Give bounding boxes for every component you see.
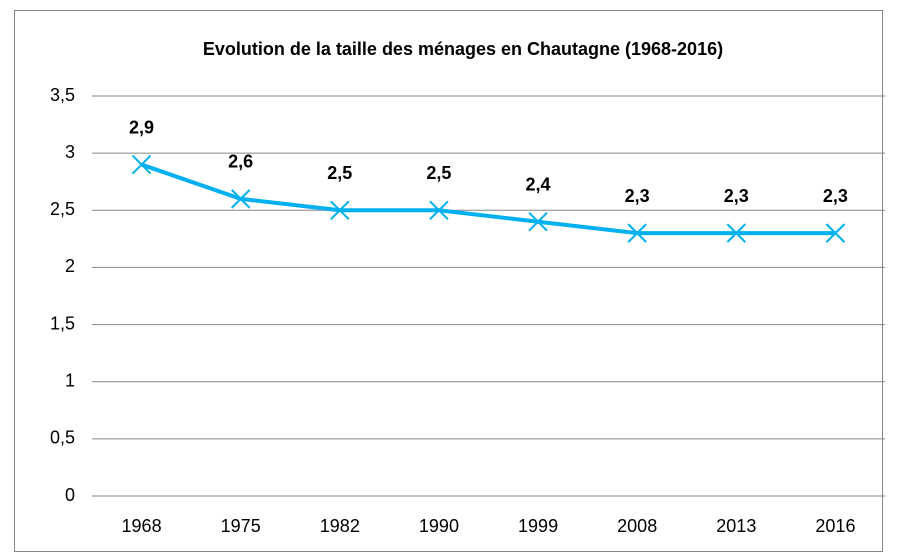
data-label: 2,6 xyxy=(228,152,253,172)
x-tick-label: 2008 xyxy=(617,516,657,536)
chart-title: Evolution de la taille des ménages en Ch… xyxy=(203,39,723,59)
y-tick-label: 3 xyxy=(65,142,75,162)
data-label: 2,3 xyxy=(724,186,749,206)
point-marker xyxy=(627,223,647,243)
data-label: 2,9 xyxy=(129,117,154,137)
point-marker xyxy=(131,154,152,175)
point-marker xyxy=(330,200,350,220)
y-tick-label: 0 xyxy=(65,485,75,505)
point-marker xyxy=(528,212,548,232)
data-label: 2,3 xyxy=(823,186,848,206)
chart-frame xyxy=(14,10,883,552)
x-tick-label: 1999 xyxy=(518,516,558,536)
point-marker xyxy=(429,200,449,220)
y-tick-label: 2 xyxy=(65,256,75,276)
point-marker xyxy=(230,189,251,209)
y-tick-label: 2,5 xyxy=(50,199,75,219)
point-marker xyxy=(825,223,846,243)
y-tick-label: 3,5 xyxy=(50,85,75,105)
point-marker xyxy=(726,223,747,243)
x-tick-label: 1990 xyxy=(419,516,459,536)
data-label: 2,4 xyxy=(526,174,551,194)
data-label: 2,3 xyxy=(625,186,650,206)
y-tick-label: 1 xyxy=(65,370,75,390)
x-tick-label: 2013 xyxy=(716,516,756,536)
y-tick-label: 0,5 xyxy=(50,428,75,448)
x-tick-label: 2016 xyxy=(815,516,855,536)
data-label: 2,5 xyxy=(426,163,451,183)
x-tick-label: 1975 xyxy=(221,516,261,536)
data-line xyxy=(140,162,836,236)
x-tick-label: 1982 xyxy=(320,516,360,536)
x-tick-label: 1968 xyxy=(122,516,162,536)
data-label: 2,5 xyxy=(327,163,352,183)
y-tick-label: 1,5 xyxy=(50,313,75,333)
